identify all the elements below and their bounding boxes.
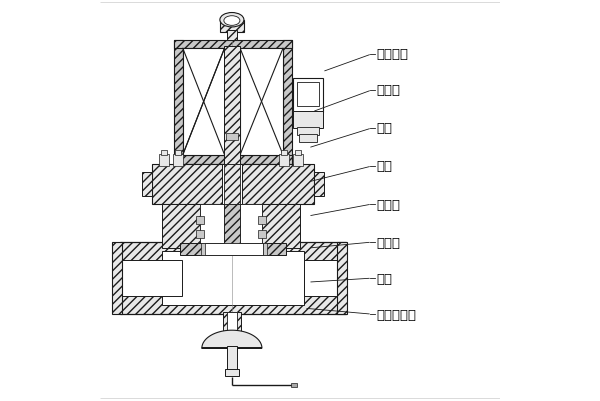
Bar <box>175 151 181 156</box>
Bar <box>295 151 301 156</box>
Bar <box>279 154 289 166</box>
Bar <box>258 231 266 239</box>
Bar <box>208 205 256 249</box>
Bar <box>220 21 244 32</box>
Bar <box>224 47 239 164</box>
Bar <box>281 151 287 156</box>
Text: 卸压孔: 卸压孔 <box>376 198 400 211</box>
Bar <box>223 312 241 348</box>
Bar <box>152 164 314 205</box>
Bar <box>262 205 300 249</box>
Bar <box>299 135 317 143</box>
Bar <box>263 244 267 256</box>
Bar <box>240 49 283 156</box>
Bar <box>224 164 239 205</box>
Text: 阀体: 阀体 <box>376 272 392 285</box>
Bar <box>226 134 238 141</box>
Bar <box>222 164 242 205</box>
Bar <box>120 243 346 314</box>
Text: 动铁芯: 动铁芯 <box>376 84 400 97</box>
Bar <box>200 205 224 249</box>
Bar <box>174 41 292 49</box>
Bar <box>120 260 182 296</box>
Bar <box>180 244 286 256</box>
Bar <box>173 154 182 166</box>
Bar <box>297 128 319 136</box>
Bar <box>182 49 224 156</box>
Bar <box>297 83 319 107</box>
Bar <box>240 205 262 249</box>
Bar <box>283 41 292 164</box>
Bar <box>162 251 304 306</box>
Text: 弹簧: 弹簧 <box>376 122 392 135</box>
Bar <box>162 205 200 249</box>
Bar <box>200 244 205 256</box>
Bar <box>112 243 122 314</box>
Bar <box>314 172 324 196</box>
Bar <box>291 383 297 387</box>
Polygon shape <box>202 330 262 348</box>
Bar <box>174 41 182 164</box>
Bar <box>203 244 263 256</box>
Text: 主阀芯: 主阀芯 <box>376 236 400 249</box>
Bar <box>304 260 346 296</box>
Bar <box>174 156 292 164</box>
Bar <box>337 243 347 314</box>
Ellipse shape <box>224 17 240 26</box>
Ellipse shape <box>220 14 244 28</box>
Bar <box>161 151 167 156</box>
Text: 电磁线圈: 电磁线圈 <box>376 48 408 61</box>
Bar <box>224 205 239 249</box>
Bar <box>142 172 152 196</box>
Bar <box>293 154 303 166</box>
Text: 阀盖: 阀盖 <box>376 160 392 173</box>
Bar <box>227 30 237 41</box>
Bar <box>293 79 323 113</box>
Text: 信号反馈器: 信号反馈器 <box>376 308 416 321</box>
Bar <box>224 369 239 376</box>
Bar <box>227 312 237 348</box>
Bar <box>258 217 266 225</box>
Bar <box>196 217 204 225</box>
Bar <box>227 346 237 371</box>
Bar <box>196 231 204 239</box>
Bar <box>293 112 323 129</box>
Bar <box>159 154 169 166</box>
